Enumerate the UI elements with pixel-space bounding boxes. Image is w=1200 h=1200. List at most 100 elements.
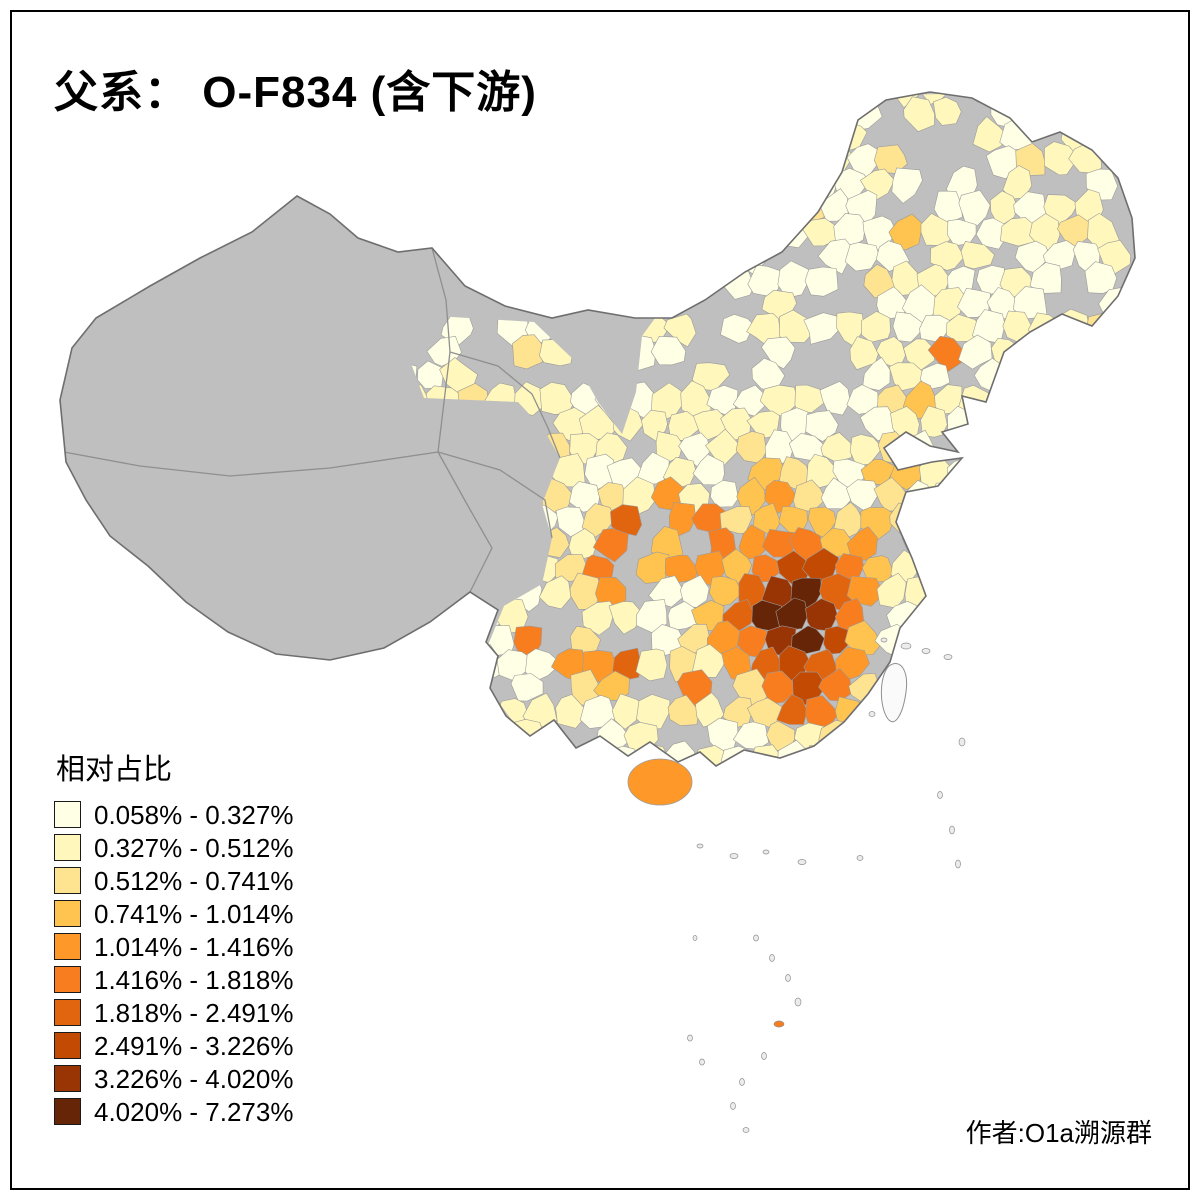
- legend-label: 1.014% - 1.416%: [94, 931, 294, 962]
- prefecture-cell: [818, 93, 853, 127]
- prefecture-cell: [1097, 669, 1135, 703]
- prefecture-cell: [956, 526, 992, 562]
- prefecture-cell: [1128, 764, 1135, 766]
- prefecture-cell: [736, 476, 766, 516]
- prefecture-cell: [1002, 165, 1033, 200]
- prefecture-cell: [862, 744, 893, 766]
- prefecture-cell: [903, 96, 935, 132]
- prefecture-cell: [918, 692, 949, 729]
- legend-row: 1.818% - 2.491%: [54, 996, 293, 1029]
- prefecture-cell: [1016, 379, 1052, 415]
- prefecture-cell: [668, 410, 701, 441]
- prefecture-cell: [873, 720, 910, 752]
- legend-label: 2.491% - 3.226%: [94, 1030, 294, 1061]
- prefecture-cell: [1111, 454, 1135, 488]
- prefecture-cell: [820, 477, 851, 510]
- prefecture-cell: [990, 432, 1021, 463]
- prefecture-cell: [1029, 693, 1063, 733]
- prefecture-cell: [415, 744, 449, 766]
- prefecture-cell: [959, 577, 995, 610]
- prefecture-cell: [985, 527, 1019, 562]
- prefecture-cell: [932, 482, 963, 513]
- prefecture-cell: [693, 166, 727, 200]
- prefecture-cell: [1026, 501, 1064, 538]
- prefecture-cell: [1017, 576, 1052, 608]
- prefecture-cell: [1057, 92, 1094, 104]
- prefecture-cell: [1026, 746, 1064, 766]
- highlighted-island: [773, 1020, 785, 1028]
- prefecture-cell: [949, 691, 983, 731]
- prefecture-cell: [677, 144, 712, 178]
- prefecture-cell: [1073, 718, 1105, 750]
- prefecture-cell: [528, 262, 560, 297]
- prefecture-cell: [406, 742, 422, 766]
- legend-row: 2.491% - 3.226%: [54, 1029, 293, 1062]
- prefecture-cell: [1039, 524, 1075, 560]
- prefecture-cell: [679, 194, 713, 222]
- prefecture-cell: [1083, 551, 1119, 587]
- prefecture-cell: [933, 574, 966, 610]
- legend-swatch: [54, 1098, 81, 1125]
- prefecture-cell: [970, 92, 1008, 104]
- prefecture-cell: [636, 693, 671, 731]
- prefecture-cell: [624, 192, 658, 228]
- prefecture-cell: [750, 115, 783, 154]
- prefecture-cell: [844, 620, 882, 656]
- prefecture-cell: [662, 169, 698, 202]
- prefecture-cell: [453, 238, 486, 274]
- prefecture-cell: [1012, 718, 1046, 753]
- prefecture-cell: [957, 622, 992, 654]
- prefecture-cell: [695, 92, 728, 106]
- prefecture-cell: [1044, 332, 1075, 368]
- prefecture-cell: [1002, 697, 1036, 732]
- legend-label: 3.226% - 4.020%: [94, 1063, 294, 1094]
- prefecture-cell: [1027, 407, 1061, 445]
- prefecture-cell: [406, 717, 431, 750]
- prefecture-cell: [668, 502, 697, 539]
- prefecture-cell: [918, 505, 952, 537]
- prefecture-cell: [720, 217, 756, 249]
- prefecture-cell: [540, 767, 572, 801]
- legend-row: 1.014% - 1.416%: [54, 930, 293, 963]
- prefecture-cell: [610, 216, 645, 248]
- prefecture-cell: [747, 164, 781, 203]
- prefecture-cell: [832, 92, 867, 103]
- prefecture-cell: [873, 144, 908, 174]
- prefecture-cell: [1028, 551, 1062, 588]
- prefecture-cell: [888, 362, 926, 391]
- prefecture-cell: [860, 458, 896, 486]
- prefecture-cell: [1073, 623, 1102, 659]
- prefecture-cell: [466, 212, 503, 247]
- legend-title: 相对占比: [56, 754, 173, 786]
- prefecture-cell: [973, 500, 1004, 537]
- prefecture-cell: [1125, 96, 1135, 132]
- prefecture-cell: [765, 768, 796, 803]
- prefecture-cell: [1002, 92, 1032, 102]
- prefecture-cell: [1029, 92, 1065, 106]
- prefecture-cell: [610, 504, 643, 537]
- prefecture-cell: [498, 212, 529, 248]
- prefecture-cell: [960, 771, 995, 798]
- prefecture-cell: [569, 572, 602, 610]
- prefecture-cell: [695, 745, 726, 766]
- prefecture-cell: [528, 216, 555, 246]
- prefecture-cell: [1040, 719, 1076, 753]
- prefecture-cell: [1114, 356, 1135, 393]
- prefecture-cell: [988, 720, 1018, 750]
- prefecture-cell: [623, 97, 661, 126]
- prefecture-cell: [961, 476, 995, 515]
- prefecture-cell: [903, 338, 937, 371]
- prefecture-cell: [469, 694, 501, 729]
- prefecture-cell: [693, 219, 728, 248]
- prefecture-cell: [1087, 648, 1122, 680]
- prefecture-cell: [877, 431, 908, 464]
- prefecture-cell: [486, 192, 518, 224]
- prefecture-cell: [818, 765, 854, 766]
- prefecture-cell: [510, 673, 544, 702]
- prefecture-cell: [1019, 530, 1049, 559]
- prefecture-cell: [971, 742, 1007, 766]
- prefecture-cell: [569, 765, 600, 766]
- prefecture-cell: [470, 117, 503, 152]
- legend-row: 0.512% - 0.741%: [54, 864, 293, 897]
